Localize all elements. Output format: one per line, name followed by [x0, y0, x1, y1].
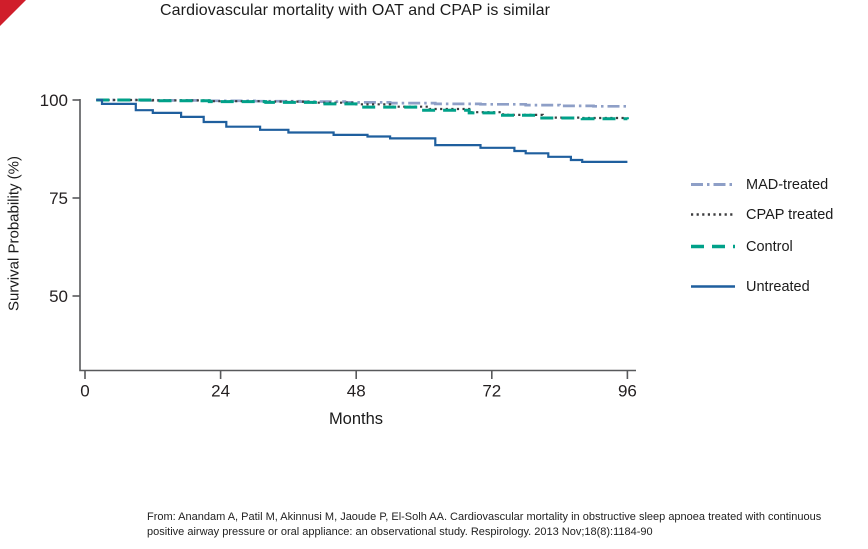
y-tick-label: 75 — [49, 189, 68, 208]
x-tick-label: 48 — [347, 382, 366, 401]
y-tick-label: 100 — [40, 91, 68, 110]
legend-label-untreated: Untreated — [746, 278, 810, 295]
legend-line-untreated — [691, 285, 735, 288]
legend-item-mad-treated: MAD-treated — [690, 176, 828, 193]
x-axis-title: Months — [328, 410, 384, 428]
x-tick-label: 24 — [211, 382, 230, 401]
legend-item-control: Control — [690, 238, 793, 255]
series-line-mad-treated — [96, 98, 629, 108]
legend-item-untreated: Untreated — [690, 278, 810, 295]
legend-line-mad-treated — [691, 182, 735, 187]
y-tick-label: 50 — [49, 287, 68, 306]
corner-accent — [0, 0, 26, 26]
x-tick-label: 72 — [482, 382, 501, 401]
x-tick-label: 0 — [80, 382, 89, 401]
citation: From: Anandam A, Patil M, Akinnusi M, Ja… — [147, 510, 867, 539]
legend-label-cpap-treated: CPAP treated — [746, 206, 834, 223]
legend-line-control — [691, 244, 735, 249]
citation-line-2: positive airway pressure or oral applian… — [147, 525, 653, 538]
chart-title: Cardiovascular mortality with OAT and CP… — [159, 2, 550, 19]
series-line-cpap-treated — [96, 98, 628, 120]
x-tick-label: 96 — [618, 382, 637, 401]
legend-label-control: Control — [746, 238, 793, 255]
legend: MAD-treated CPAP treated Control Untreated — [690, 0, 868, 320]
axes — [79, 99, 636, 372]
citation-line-1: From: Anandam A, Patil M, Akinnusi M, Ja… — [147, 511, 822, 523]
legend-line-cpap-treated — [691, 213, 735, 216]
series-line-untreated — [96, 98, 628, 163]
legend-item-cpap-treated: CPAP treated — [690, 206, 833, 223]
series-line-control — [96, 98, 629, 121]
legend-label-mad-treated: MAD-treated — [746, 176, 829, 193]
